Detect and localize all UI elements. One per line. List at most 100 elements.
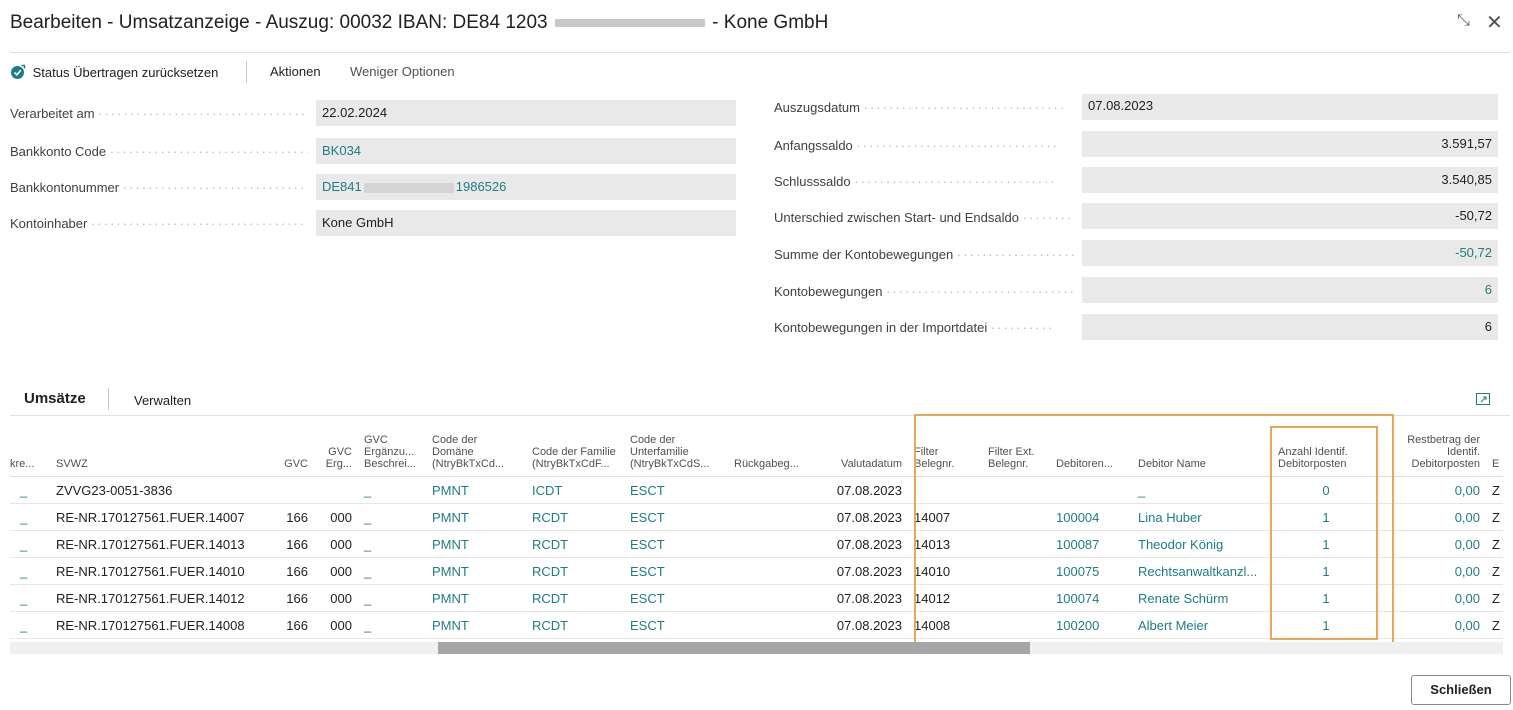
cell-debitor-nr[interactable]: 100200 — [1050, 611, 1132, 639]
cell-valutadatum: 07.08.2023 — [802, 476, 908, 504]
cell-gvc-beschr[interactable]: _ — [358, 557, 426, 585]
cell-unterfamilie[interactable]: ESCT — [624, 476, 728, 504]
cell-debitor-nr[interactable] — [1050, 476, 1132, 504]
cell-debitor-name[interactable]: Renate Schürm — [1132, 584, 1272, 612]
cell-kre[interactable]: _ — [10, 584, 50, 612]
horizontal-scrollbar-thumb[interactable] — [438, 642, 1030, 654]
cell-restbetrag[interactable]: 0,00 — [1380, 503, 1486, 531]
col-rueckgabe[interactable]: Rückgabeg... — [728, 420, 802, 477]
cell-domaene[interactable]: PMNT — [426, 611, 526, 639]
cell-unterfamilie[interactable]: ESCT — [624, 557, 728, 585]
col-unterfamilie[interactable]: Code der Unterfamilie (NtryBkTxCdS... — [624, 420, 728, 477]
cell-restbetrag[interactable]: 0,00 — [1380, 557, 1486, 585]
cell-restbetrag[interactable]: 0,00 — [1380, 611, 1486, 639]
reset-status-button[interactable]: Status Übertragen zurücksetzen — [10, 64, 218, 80]
cell-gvc-beschr[interactable]: _ — [358, 611, 426, 639]
cell-familie[interactable]: RCDT — [526, 611, 624, 639]
cell-gvc-beschr[interactable]: _ — [358, 503, 426, 531]
table-row[interactable]: _ ZVVG23-0051-3836 _ PMNT ICDT ESCT 07.08.2023… — [10, 476, 1503, 504]
cell-debitor-name[interactable]: Lina Huber — [1132, 503, 1272, 531]
cell-kre[interactable]: _ — [10, 611, 50, 639]
cell-familie[interactable]: RCDT — [526, 503, 624, 531]
redacted-account-part — [363, 182, 454, 193]
cell-debitor-name[interactable]: Theodor König — [1132, 530, 1272, 558]
cell-restbetrag[interactable]: 0,00 — [1380, 584, 1486, 612]
cell-debitor-nr[interactable]: 100087 — [1050, 530, 1132, 558]
table-row[interactable]: _ RE-NR.170127561.FUER.14007 166 000 _ PMNT RC… — [10, 503, 1503, 531]
col-gvc-beschr[interactable]: GVC Ergänzu... Beschrei... — [358, 420, 426, 477]
col-svwz[interactable]: SVWZ — [50, 420, 270, 477]
bankkonto-code-value[interactable]: BK034 — [316, 138, 736, 164]
table-row[interactable]: _ RE-NR.170127561.FUER.14012 166 000 _ PMNT RC… — [10, 584, 1503, 612]
cell-debitor-name[interactable]: _ — [1132, 476, 1272, 504]
cell-svwz: RE-NR.170127561.FUER.14012 — [50, 584, 270, 612]
cell-unterfamilie[interactable]: ESCT — [624, 584, 728, 612]
col-domaene[interactable]: Code der Domäne (NtryBkTxCd... — [426, 420, 526, 477]
cell-gvc-beschr[interactable]: _ — [358, 476, 426, 504]
cell-valutadatum: 07.08.2023 — [802, 503, 908, 531]
cell-kre[interactable]: _ — [10, 476, 50, 504]
cell-kre[interactable]: _ — [10, 557, 50, 585]
cell-debitor-name[interactable]: Albert Meier — [1132, 611, 1272, 639]
summe-value[interactable]: -50,72 — [1082, 240, 1498, 266]
cell-anzahl[interactable]: 0 — [1272, 476, 1380, 504]
col-filter-ext[interactable]: Filter Ext. Belegnr. — [982, 420, 1050, 477]
cell-kre[interactable]: _ — [10, 530, 50, 558]
kontobewegungen-value[interactable]: 6 — [1082, 277, 1498, 303]
col-filter-beleg[interactable]: Filter Belegnr. — [908, 420, 982, 477]
cell-unterfamilie[interactable]: ESCT — [624, 530, 728, 558]
col-restbetrag[interactable]: Restbetrag der Identif. Debitorposten — [1380, 420, 1486, 477]
cell-filter-beleg: 14013 — [908, 530, 982, 558]
bankkontonummer-value[interactable]: DE841 1986526 — [316, 174, 736, 200]
cell-domaene[interactable]: PMNT — [426, 503, 526, 531]
cell-domaene[interactable]: PMNT — [426, 530, 526, 558]
cell-domaene[interactable]: PMNT — [426, 557, 526, 585]
close-button[interactable]: Schließen — [1411, 675, 1511, 705]
cell-gvc — [270, 476, 314, 504]
cell-restbetrag[interactable]: 0,00 — [1380, 530, 1486, 558]
cell-anzahl[interactable]: 1 — [1272, 557, 1380, 585]
cell-anzahl[interactable]: 1 — [1272, 584, 1380, 612]
expand-grid-icon[interactable] — [1476, 393, 1490, 405]
aktionen-menu[interactable]: Aktionen — [270, 64, 321, 79]
col-anzahl[interactable]: Anzahl Identif. Debitorposten — [1272, 420, 1380, 477]
weniger-optionen-button[interactable]: Weniger Optionen — [350, 64, 455, 79]
collapse-icon[interactable]: ⤡ — [1457, 12, 1470, 29]
col-e[interactable]: E — [1486, 420, 1503, 477]
unterschied-value: -50,72 — [1082, 203, 1498, 229]
cell-kre[interactable]: _ — [10, 503, 50, 531]
cell-anzahl[interactable]: 1 — [1272, 530, 1380, 558]
tab-verwalten-wrap: Verwalten — [134, 392, 191, 408]
cell-familie[interactable]: RCDT — [526, 584, 624, 612]
cell-gvc-beschr[interactable]: _ — [358, 584, 426, 612]
cell-anzahl[interactable]: 1 — [1272, 611, 1380, 639]
cell-unterfamilie[interactable]: ESCT — [624, 503, 728, 531]
cell-debitor-nr[interactable]: 100004 — [1050, 503, 1132, 531]
col-valutadatum[interactable]: Valutadatum — [802, 420, 908, 477]
cell-familie[interactable]: RCDT — [526, 530, 624, 558]
cell-unterfamilie[interactable]: ESCT — [624, 611, 728, 639]
cell-domaene[interactable]: PMNT — [426, 476, 526, 504]
col-gvc-erg[interactable]: GVC Erg... — [314, 420, 358, 477]
tab-verwalten[interactable]: Verwalten — [134, 393, 192, 408]
col-familie[interactable]: Code der Familie (NtryBkTxCdF... — [526, 420, 624, 477]
cell-gvc-beschr[interactable]: _ — [358, 530, 426, 558]
summe-label: Summe der Kontobewegungen ··············… — [774, 247, 1074, 262]
cell-debitor-nr[interactable]: 100074 — [1050, 584, 1132, 612]
table-row[interactable]: _ RE-NR.170127561.FUER.14013 166 000 _ PMNT RC… — [10, 530, 1503, 558]
cell-domaene[interactable]: PMNT — [426, 584, 526, 612]
cell-familie[interactable]: RCDT — [526, 557, 624, 585]
tab-umsaetze[interactable]: Umsätze — [24, 390, 86, 407]
col-debitor-nr[interactable]: Debitoren... — [1050, 420, 1132, 477]
cell-debitor-name[interactable]: Rechtsanwaltkanzl... — [1132, 557, 1272, 585]
close-icon[interactable]: ✕ — [1486, 12, 1503, 34]
col-gvc[interactable]: GVC — [270, 420, 314, 477]
cell-restbetrag[interactable]: 0,00 — [1380, 476, 1486, 504]
cell-anzahl[interactable]: 1 — [1272, 503, 1380, 531]
cell-familie[interactable]: ICDT — [526, 476, 624, 504]
col-debitor-name[interactable]: Debitor Name — [1132, 420, 1272, 477]
table-row[interactable]: _ RE-NR.170127561.FUER.14010 166 000 _ PMNT RC… — [10, 557, 1503, 585]
col-kre[interactable]: kre... — [10, 420, 50, 477]
table-row[interactable]: _ RE-NR.170127561.FUER.14008 166 000 _ PMNT RC… — [10, 611, 1503, 639]
cell-debitor-nr[interactable]: 100075 — [1050, 557, 1132, 585]
